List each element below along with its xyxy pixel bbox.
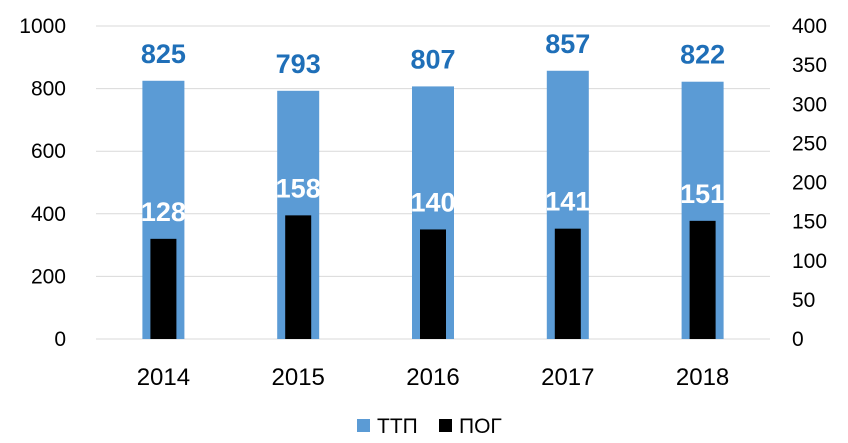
pog-data-label: 140 <box>410 187 455 217</box>
ttp-data-label: 825 <box>141 39 186 69</box>
legend-label-ttp: ТТП <box>377 415 418 438</box>
left-axis-ticks: 0 200 400 600 800 1000 <box>19 15 66 351</box>
right-axis-tick-label: 150 <box>792 211 827 234</box>
category-label: 2017 <box>541 364 594 391</box>
right-axis-tick-label: 100 <box>792 250 827 273</box>
left-axis-tick-label: 1000 <box>19 15 66 38</box>
right-axis-tick-label: 250 <box>792 132 827 155</box>
pog-bar <box>150 238 177 339</box>
ttp-data-label: 822 <box>680 40 725 70</box>
pog-bar <box>285 215 312 339</box>
ttp-data-label: 807 <box>410 44 455 74</box>
category-label: 2018 <box>676 364 729 391</box>
ttp-data-label: 793 <box>276 49 321 79</box>
right-axis-tick-label: 200 <box>792 172 827 195</box>
pog-data-labels: 128 158 140 141 151 <box>141 173 725 226</box>
left-axis-tick-label: 200 <box>31 265 66 288</box>
right-axis-ticks: 0 50 100 150 200 250 300 350 400 <box>792 15 827 351</box>
pog-data-label: 141 <box>545 187 590 217</box>
right-axis-tick-label: 350 <box>792 54 827 77</box>
pog-bar <box>420 229 446 339</box>
category-label: 2014 <box>137 364 190 391</box>
legend-swatch-ttp <box>357 419 370 432</box>
left-axis-tick-label: 0 <box>54 328 66 351</box>
category-label: 2016 <box>406 364 459 391</box>
pog-data-label: 151 <box>680 179 725 209</box>
category-label: 2015 <box>272 364 325 391</box>
category-axis-labels: 2014 2015 2016 2017 2018 <box>137 364 730 391</box>
left-axis-tick-label: 800 <box>31 78 66 101</box>
legend-label-pog: ПОГ <box>459 415 502 438</box>
pog-bars <box>150 215 716 339</box>
right-axis-tick-label: 50 <box>792 289 815 312</box>
pog-data-label: 128 <box>141 197 186 227</box>
left-axis-tick-label: 400 <box>31 203 66 226</box>
pog-bar <box>689 220 716 339</box>
right-axis-tick-label: 400 <box>792 15 827 38</box>
legend-swatch-pog <box>439 419 452 432</box>
left-axis-tick-label: 600 <box>31 140 66 163</box>
right-axis-tick-label: 0 <box>792 328 804 351</box>
pog-bar <box>554 228 581 339</box>
pog-data-label: 158 <box>276 173 321 203</box>
ttp-data-label: 857 <box>545 29 590 59</box>
ttp-data-labels: 825 793 807 857 822 <box>141 29 725 79</box>
legend: ТТП ПОГ <box>357 415 502 438</box>
right-axis-tick-label: 300 <box>792 93 827 116</box>
